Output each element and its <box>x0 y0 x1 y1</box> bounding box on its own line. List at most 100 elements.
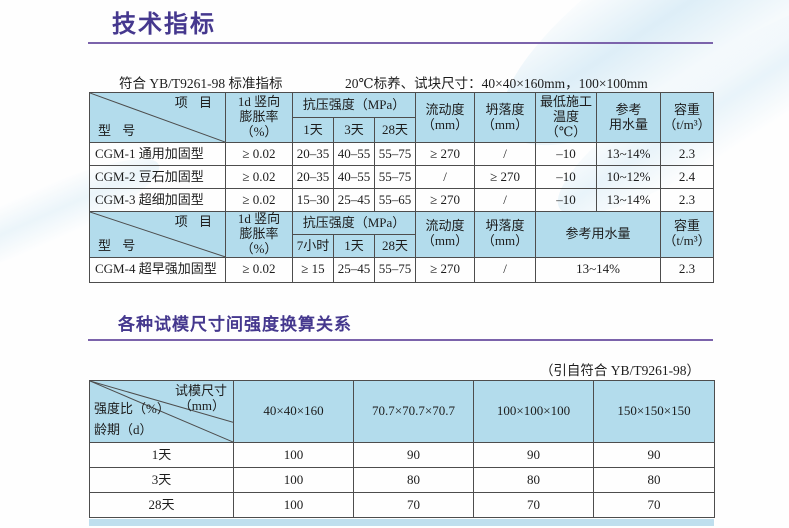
standard-note: 符合 YB/T9261-98 标准指标 <box>119 76 283 91</box>
col-header-size: 40×40×160 <box>233 380 354 443</box>
spec-table: 项 目 型 号 1d 竖向 膨胀率（%） 抗压强度（MPa） 流动度 （mm） 坍落… <box>89 92 715 283</box>
header-fluidity: 流动度 （mm） <box>415 211 476 258</box>
cell-value: ≥ 0.02 <box>225 165 293 189</box>
subheader-7hour: 7小时 <box>292 234 334 258</box>
diagonal-lines <box>90 381 233 442</box>
header-fluidity: 流动度 （mm） <box>415 92 476 143</box>
table-row: 28天 100 70 70 70 <box>89 492 715 518</box>
diagonal-header-cell: 项 目 型 号 <box>89 92 226 143</box>
header-mold-size: 试模尺寸 <box>174 383 227 398</box>
table-row: 3天 100 80 80 80 <box>89 467 715 493</box>
cell-value: 13~14% <box>596 188 662 212</box>
header-slump: 坍落度 （mm） <box>474 92 537 143</box>
row-age: 1天 <box>89 442 234 468</box>
cell-value: 13~14% <box>596 142 662 166</box>
cell-value: –10 <box>535 188 598 212</box>
table-row: CGM-4 超早强加固型 ≥ 0.02 ≥ 15 25–45 55–75 ≥ 2… <box>89 256 715 283</box>
cell-value: 90 <box>353 442 474 468</box>
header-item: 项 目 <box>174 214 216 229</box>
cell-value: 40–55 <box>333 165 375 189</box>
cell-value: 70 <box>593 492 715 518</box>
cell-value: / <box>474 188 537 212</box>
cell-value: 2.3 <box>660 188 715 212</box>
bottom-blue-band <box>89 519 714 526</box>
row-model: CGM-3 超细加固型 <box>89 188 226 212</box>
cell-value: 10~12% <box>596 165 662 189</box>
header-strength-ratio: 强度比（%） <box>94 401 170 416</box>
cell-value: 15–30 <box>292 188 334 212</box>
cell-value: / <box>474 256 537 283</box>
diagonal-header-cell: 试模尺寸 （mm） 强度比（%） 龄期（d） <box>89 380 234 443</box>
row-model: CGM-1 通用加固型 <box>89 142 226 166</box>
subheader-28day: 28天 <box>373 117 417 143</box>
header-slump: 坍落度 （mm） <box>474 211 537 258</box>
cell-value: 13~14% <box>535 256 662 283</box>
cell-value: ≥ 0.02 <box>225 188 293 212</box>
cell-value: ≥ 270 <box>415 188 476 212</box>
cell-value: 90 <box>593 442 715 468</box>
section-title: 各种试模尺寸间强度换算关系 <box>118 315 352 334</box>
table-caption: （引自符合 YB/T9261-98） <box>539 363 701 378</box>
cell-value: / <box>415 165 476 189</box>
table-row: CGM-2 豆石加固型 ≥ 0.02 20–35 40–55 55–75 / ≥… <box>89 165 715 189</box>
cell-value: 20–35 <box>292 142 334 166</box>
cell-value: 55–75 <box>373 256 417 283</box>
diagonal-line <box>90 93 225 142</box>
cell-value: ≥ 270 <box>474 165 537 189</box>
header-water-merged: 参考用水量 <box>535 211 662 258</box>
subheader-1day: 1天 <box>292 117 334 143</box>
header-expansion: 1d 竖向 膨胀率（%） <box>225 211 293 258</box>
header-min-temp: 最低施工 温度（℃） <box>535 92 598 143</box>
cell-value: –10 <box>535 165 598 189</box>
cell-value: –10 <box>535 142 598 166</box>
cell-value: 25–45 <box>333 256 375 283</box>
cell-value: 80 <box>473 467 594 493</box>
cell-value: ≥ 0.02 <box>225 256 293 283</box>
subheader-3day: 3天 <box>333 117 375 143</box>
header-model: 型 号 <box>98 237 140 253</box>
row-age: 3天 <box>89 467 234 493</box>
conversion-table: 试模尺寸 （mm） 强度比（%） 龄期（d） 40×40×160 70.7×70… <box>89 380 715 518</box>
table-row: CGM-1 通用加固型 ≥ 0.02 20–35 40–55 55–75 ≥ 2… <box>89 142 715 166</box>
cell-value: 20–35 <box>292 165 334 189</box>
header-density: 容重 （t/m³） <box>660 92 715 143</box>
header-water: 参考 用水量 <box>596 92 662 143</box>
row-model: CGM-2 豆石加固型 <box>89 165 226 189</box>
curing-note: 20℃标养、试块尺寸：40×40×160mm，100×100mm <box>345 76 648 91</box>
cell-value: 2.4 <box>660 165 715 189</box>
header-model: 型 号 <box>98 123 140 139</box>
cell-value: ≥ 15 <box>292 256 334 283</box>
subheader-1day: 1天 <box>333 234 375 258</box>
header-density: 容重 （t/m³） <box>660 211 715 258</box>
cell-value: 90 <box>473 442 594 468</box>
header-mold-size-unit: （mm） <box>178 398 225 413</box>
cell-value: 80 <box>593 467 715 493</box>
header-compressive-strength: 抗压强度（MPa） <box>291 210 417 236</box>
cell-value: 100 <box>233 467 354 493</box>
cell-value: 2.3 <box>660 142 715 166</box>
header-compressive-strength: 抗压强度（MPa） <box>291 92 417 118</box>
cell-value: 100 <box>233 492 354 518</box>
cell-value: 100 <box>233 442 354 468</box>
table-row: 1天 100 90 90 90 <box>89 442 715 468</box>
cell-value: / <box>474 142 537 166</box>
cell-value: 40–55 <box>333 142 375 166</box>
cell-value: 55–75 <box>373 165 417 189</box>
cell-value: ≥ 270 <box>415 256 476 283</box>
cell-value: ≥ 0.02 <box>225 142 293 166</box>
cell-value: 2.3 <box>660 256 715 283</box>
col-header-size: 150×150×150 <box>593 380 715 443</box>
cell-value: 70 <box>473 492 594 518</box>
row-age: 28天 <box>89 492 234 518</box>
col-header-size: 70.7×70.7×70.7 <box>353 380 474 443</box>
cell-value: 25–45 <box>333 188 375 212</box>
cell-value: 80 <box>353 467 474 493</box>
header-expansion: 1d 竖向 膨胀率（%） <box>225 92 293 143</box>
subheader-28day: 28天 <box>373 234 417 258</box>
col-header-size: 100×100×100 <box>473 380 594 443</box>
section-rule <box>88 339 713 341</box>
cell-value: 70 <box>353 492 474 518</box>
table-row: CGM-3 超细加固型 ≥ 0.02 15–30 25–45 55–65 ≥ 2… <box>89 188 715 212</box>
cell-value: 55–75 <box>373 142 417 166</box>
